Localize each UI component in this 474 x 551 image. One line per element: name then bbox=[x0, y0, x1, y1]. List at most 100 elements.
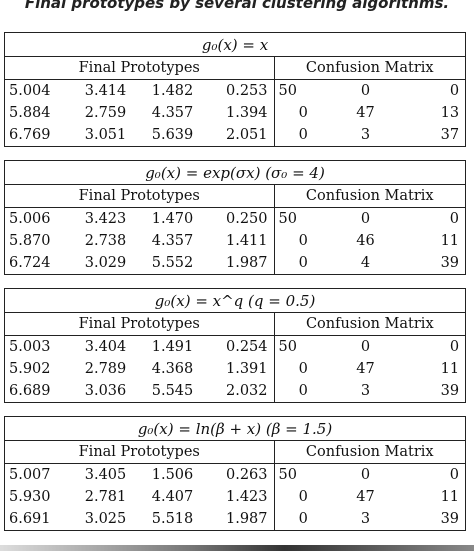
prototype-cell: 6.769 bbox=[9, 127, 51, 143]
table-row: 6.691 3.025 5.518 1.987 0 3 39 bbox=[5, 508, 465, 530]
confusion-matrix-header: Confusion Matrix bbox=[273, 56, 466, 80]
prototype-cell: 5.006 bbox=[9, 211, 51, 227]
prototype-cell: 3.051 bbox=[84, 127, 127, 143]
confusion-cell: 3 bbox=[360, 511, 371, 527]
confusion-cell: 0 bbox=[449, 211, 460, 227]
prototype-cell: 3.029 bbox=[84, 255, 127, 271]
final-prototypes-header: Final Prototypes bbox=[5, 440, 274, 464]
prototype-cell: 5.552 bbox=[151, 255, 194, 271]
prototype-cell: 5.884 bbox=[9, 105, 51, 121]
prototype-cell: 2.789 bbox=[84, 361, 127, 377]
confusion-cell: 50 bbox=[273, 463, 332, 486]
results-panel-power: g₀(x) = x^q (q = 0.5) Final Prototypes C… bbox=[4, 288, 466, 403]
prototype-cell: 0.253 bbox=[225, 83, 268, 99]
confusion-cell: 11 bbox=[440, 489, 460, 505]
prototype-cell: 4.357 bbox=[151, 105, 194, 121]
confusion-cell: 50 bbox=[273, 335, 332, 358]
confusion-cell: 0 bbox=[273, 486, 332, 508]
prototype-cell: 1.391 bbox=[225, 361, 268, 377]
prototype-cell: 1.491 bbox=[151, 339, 194, 355]
confusion-cell: 0 bbox=[273, 358, 332, 380]
prototype-cell: 4.357 bbox=[151, 233, 194, 249]
prototype-cell: 0.254 bbox=[225, 339, 268, 355]
confusion-cell: 47 bbox=[356, 489, 375, 505]
confusion-cell: 0 bbox=[360, 467, 371, 483]
confusion-cell: 3 bbox=[360, 127, 371, 143]
results-table: g₀(x) = ln(β + x) (β = 1.5) Final Protot… bbox=[5, 417, 466, 530]
table-row: 5.007 3.405 1.506 0.263 50 0 0 bbox=[5, 463, 465, 486]
confusion-cell: 0 bbox=[449, 83, 460, 99]
prototype-cell: 3.025 bbox=[84, 511, 127, 527]
confusion-matrix-header: Confusion Matrix bbox=[273, 440, 466, 464]
prototype-cell: 1.987 bbox=[225, 511, 268, 527]
table-row: 5.930 2.781 4.407 1.423 0 47 11 bbox=[5, 486, 465, 508]
table-row: 5.902 2.789 4.368 1.391 0 47 11 bbox=[5, 358, 465, 380]
confusion-cell: 0 bbox=[449, 339, 460, 355]
prototype-cell: 1.506 bbox=[151, 467, 194, 483]
table-row: 5.870 2.738 4.357 1.411 0 46 11 bbox=[5, 230, 465, 252]
confusion-cell: 3 bbox=[360, 383, 371, 399]
prototype-cell: 3.405 bbox=[84, 467, 127, 483]
prototype-cell: 5.930 bbox=[9, 489, 51, 505]
confusion-cell: 0 bbox=[273, 380, 332, 402]
confusion-cell: 13 bbox=[440, 105, 460, 121]
confusion-cell: 47 bbox=[356, 361, 375, 377]
prototype-cell: 1.987 bbox=[225, 255, 268, 271]
prototype-cell: 1.394 bbox=[225, 105, 268, 121]
confusion-cell: 39 bbox=[440, 383, 460, 399]
prototype-cell: 6.691 bbox=[9, 511, 51, 527]
table-row: 6.689 3.036 5.545 2.032 0 3 39 bbox=[5, 380, 465, 402]
confusion-matrix-header: Confusion Matrix bbox=[273, 184, 466, 208]
confusion-cell: 37 bbox=[440, 127, 460, 143]
confusion-cell: 11 bbox=[440, 361, 460, 377]
confusion-cell: 50 bbox=[273, 207, 332, 230]
prototype-cell: 5.007 bbox=[9, 467, 51, 483]
table-row: 5.004 3.414 1.482 0.253 50 0 0 bbox=[5, 79, 465, 102]
confusion-cell: 50 bbox=[273, 79, 332, 102]
prototype-cell: 3.036 bbox=[84, 383, 127, 399]
prototype-cell: 0.250 bbox=[225, 211, 268, 227]
panel-title: g₀(x) = x bbox=[5, 33, 466, 57]
confusion-cell: 0 bbox=[360, 83, 371, 99]
confusion-matrix-header: Confusion Matrix bbox=[273, 312, 466, 336]
prototype-cell: 1.470 bbox=[151, 211, 194, 227]
results-panel-log: g₀(x) = ln(β + x) (β = 1.5) Final Protot… bbox=[4, 416, 466, 531]
results-panel-exp: g₀(x) = exp(σx) (σ₀ = 4) Final Prototype… bbox=[4, 160, 466, 275]
prototype-cell: 3.404 bbox=[84, 339, 127, 355]
prototype-cell: 5.902 bbox=[9, 361, 51, 377]
table-row: 6.769 3.051 5.639 2.051 0 3 37 bbox=[5, 124, 465, 146]
prototype-cell: 5.545 bbox=[151, 383, 194, 399]
prototype-cell: 5.639 bbox=[151, 127, 194, 143]
results-table: g₀(x) = exp(σx) (σ₀ = 4) Final Prototype… bbox=[5, 161, 466, 274]
page-edge-divider bbox=[0, 545, 474, 551]
prototype-cell: 2.032 bbox=[225, 383, 268, 399]
table-row: 5.003 3.404 1.491 0.254 50 0 0 bbox=[5, 335, 465, 358]
table-caption: Final prototypes by several clustering a… bbox=[24, 0, 450, 12]
prototype-cell: 1.423 bbox=[225, 489, 268, 505]
confusion-cell: 11 bbox=[440, 233, 460, 249]
table-row: 6.724 3.029 5.552 1.987 0 4 39 bbox=[5, 252, 465, 274]
prototype-cell: 5.518 bbox=[151, 511, 194, 527]
final-prototypes-header: Final Prototypes bbox=[5, 184, 274, 208]
confusion-cell: 39 bbox=[440, 511, 460, 527]
final-prototypes-header: Final Prototypes bbox=[5, 56, 274, 80]
confusion-cell: 4 bbox=[360, 255, 371, 271]
confusion-cell: 0 bbox=[273, 124, 332, 146]
prototype-cell: 5.870 bbox=[9, 233, 51, 249]
final-prototypes-header: Final Prototypes bbox=[5, 312, 274, 336]
confusion-cell: 0 bbox=[360, 339, 371, 355]
prototype-cell: 5.004 bbox=[9, 83, 51, 99]
prototype-cell: 1.411 bbox=[225, 233, 268, 249]
panel-title: g₀(x) = ln(β + x) (β = 1.5) bbox=[5, 417, 466, 441]
prototype-cell: 0.263 bbox=[225, 467, 268, 483]
panel-title: g₀(x) = exp(σx) (σ₀ = 4) bbox=[5, 161, 466, 185]
panel-title: g₀(x) = x^q (q = 0.5) bbox=[5, 289, 466, 313]
prototype-cell: 5.003 bbox=[9, 339, 51, 355]
table-row: 5.884 2.759 4.357 1.394 0 47 13 bbox=[5, 102, 465, 124]
results-table: g₀(x) = x Final Prototypes Confusion Mat… bbox=[5, 33, 466, 146]
prototype-cell: 2.051 bbox=[225, 127, 268, 143]
prototype-cell: 6.724 bbox=[9, 255, 51, 271]
prototype-cell: 4.368 bbox=[151, 361, 194, 377]
confusion-cell: 0 bbox=[273, 508, 332, 530]
prototype-cell: 4.407 bbox=[151, 489, 194, 505]
